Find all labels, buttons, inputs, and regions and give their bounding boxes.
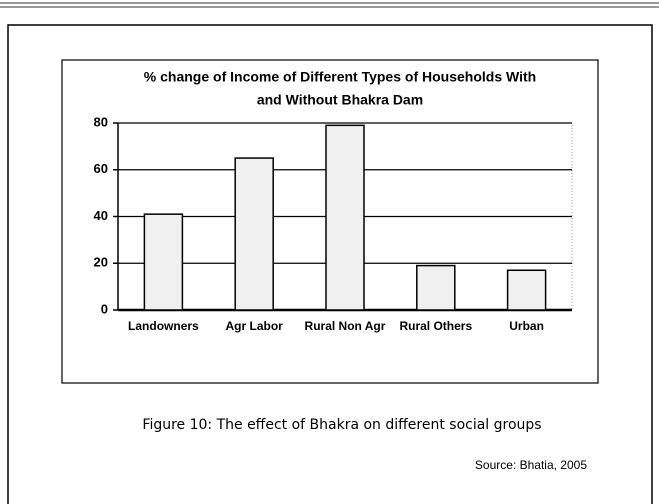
y-tick-label: 60 xyxy=(94,161,108,176)
source: Source: Bhatia, 2005 xyxy=(475,458,587,472)
y-tick-label: 20 xyxy=(94,255,108,270)
bar xyxy=(506,269,547,311)
x-tick-label: Rural Others xyxy=(399,319,472,333)
x-tick-label: Urban xyxy=(509,319,544,333)
chart-title: and Without Bhakra Dam xyxy=(257,92,423,108)
chart-title: % change of Income of Different Types of… xyxy=(144,69,536,85)
y-tick-label: 40 xyxy=(94,208,108,223)
bar xyxy=(325,124,365,311)
bar xyxy=(143,213,184,311)
bar xyxy=(416,264,456,311)
caption: Figure 10: The effect of Bhakra on diffe… xyxy=(142,417,541,433)
y-tick-label: 0 xyxy=(101,301,108,316)
chart-frame xyxy=(61,59,599,384)
x-tick-label: Agr Labor xyxy=(226,319,284,333)
y-tick-label: 80 xyxy=(94,114,108,129)
x-tick-label: Landowners xyxy=(128,319,199,333)
x-tick-label: Rural Non Agr xyxy=(305,319,386,333)
frame xyxy=(7,24,653,504)
bar xyxy=(234,157,274,311)
